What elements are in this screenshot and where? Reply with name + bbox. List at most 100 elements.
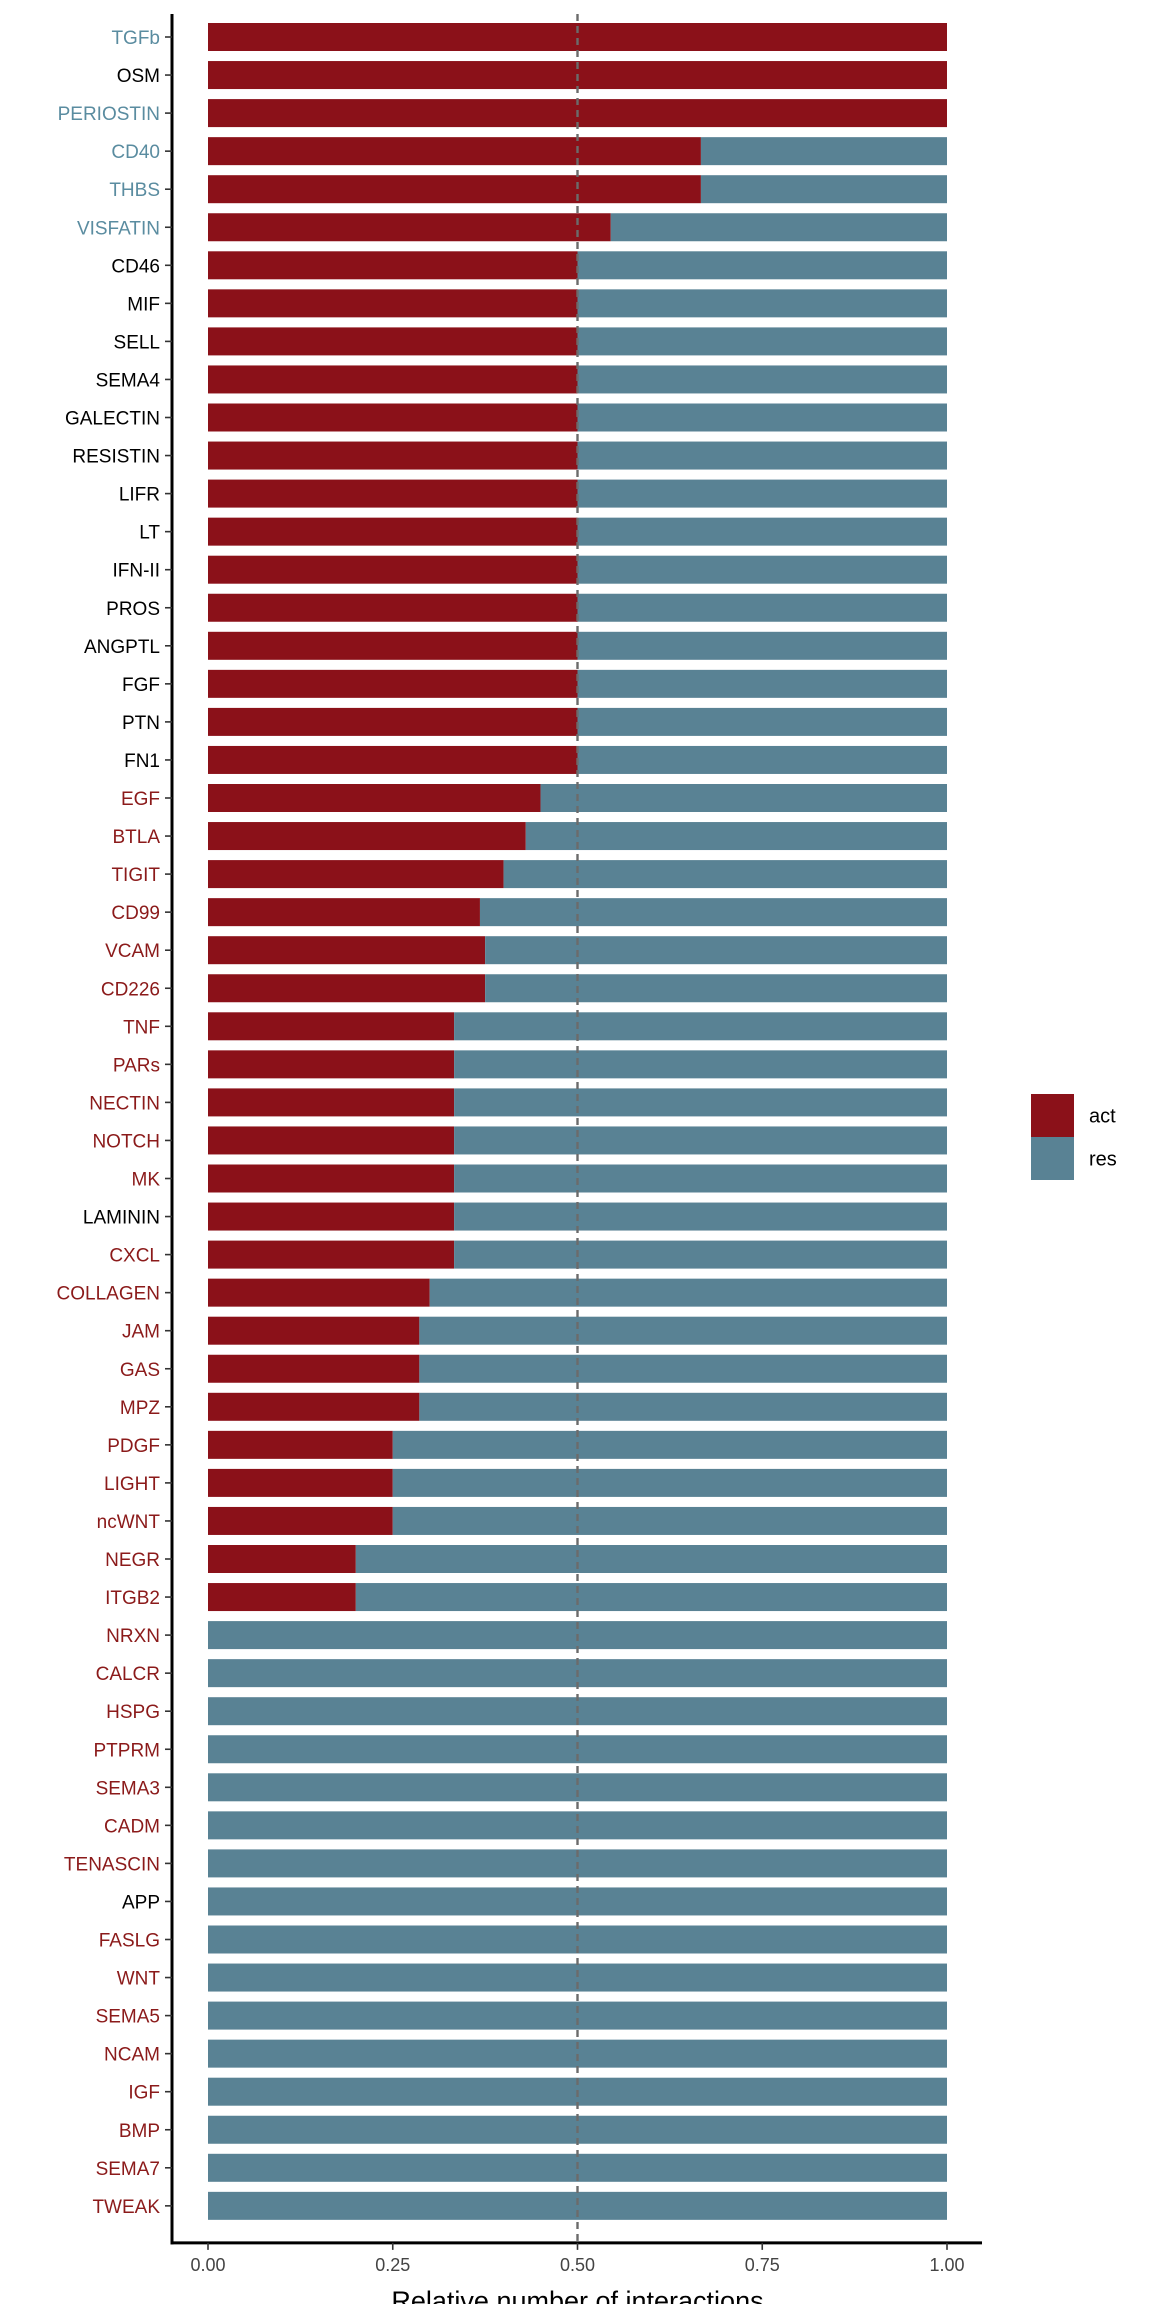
y-label-CD46: CD46 — [111, 256, 160, 277]
y-label-CD99: CD99 — [111, 903, 160, 924]
bar-res-VCAM — [485, 936, 947, 965]
y-label-PERIOSTIN: PERIOSTIN — [58, 104, 160, 125]
bar-act-VISFATIN — [208, 213, 611, 242]
y-label-CD40: CD40 — [111, 142, 160, 163]
legend-key-act — [1031, 1094, 1074, 1137]
y-label-CADM: CADM — [104, 1816, 160, 1837]
x-tick-label-0.50: 0.50 — [560, 2255, 595, 2275]
bar-res-TNF — [454, 1012, 947, 1041]
bar-act-NECTIN — [208, 1088, 455, 1117]
y-label-APP: APP — [122, 1892, 160, 1913]
y-label-FGF: FGF — [122, 675, 160, 696]
bar-act-PROS — [208, 593, 578, 622]
bar-res-VISFATIN — [610, 213, 947, 242]
y-label-SELL: SELL — [114, 332, 160, 353]
y-label-NECTIN: NECTIN — [89, 1093, 160, 1114]
bar-res-FGF — [577, 669, 947, 698]
y-label-NEGR: NEGR — [105, 1550, 160, 1571]
bar-act-VCAM — [208, 936, 486, 965]
bar-act-COLLAGEN — [208, 1278, 430, 1307]
y-label-PTN: PTN — [122, 713, 160, 734]
y-label-JAM: JAM — [122, 1322, 160, 1343]
bar-res-BTLA — [525, 822, 947, 851]
bar-res-CXCL — [454, 1240, 947, 1269]
bar-act-IFN-II — [208, 555, 578, 584]
y-label-VCAM: VCAM — [105, 941, 160, 962]
bar-res-COLLAGEN — [429, 1278, 947, 1307]
y-label-IGF: IGF — [128, 2083, 160, 2104]
y-label-TNF: TNF — [123, 1017, 160, 1038]
y-label-LIFR: LIFR — [119, 485, 160, 506]
x-axis-title: Relative number of interactions — [391, 2286, 763, 2304]
bar-res-ITGB2 — [355, 1583, 947, 1612]
bar-act-GALECTIN — [208, 403, 578, 432]
bar-act-ANGPTL — [208, 631, 578, 660]
bar-res-LT — [577, 517, 947, 546]
bar-res-EGF — [540, 784, 947, 812]
y-label-CXCL: CXCL — [109, 1246, 160, 1267]
y-label-ANGPTL: ANGPTL — [84, 637, 160, 658]
bar-act-SELL — [208, 327, 578, 356]
legend-label-res: res — [1089, 1149, 1117, 1171]
bar-act-SEMA4 — [208, 365, 578, 394]
x-axis-ticks: 0.00 0.25 0.50 0.75 1.00 — [190, 2242, 965, 2275]
y-label-GALECTIN: GALECTIN — [65, 409, 160, 430]
y-label-BMP: BMP — [119, 2121, 160, 2142]
bar-res-THBS — [700, 175, 947, 204]
y-label-OSM: OSM — [117, 66, 160, 87]
bar-res-CD46 — [577, 251, 947, 280]
bar-res-PDGF — [392, 1430, 947, 1459]
bar-act-ITGB2 — [208, 1583, 356, 1612]
y-label-TENASCIN: TENASCIN — [64, 1854, 160, 1875]
bar-act-FGF — [208, 669, 578, 698]
bar-act-EGF — [208, 784, 541, 812]
bar-act-CXCL — [208, 1240, 455, 1269]
bar-res-LIFR — [577, 479, 947, 508]
bar-act-PARs — [208, 1050, 455, 1079]
y-label-FN1: FN1 — [124, 751, 160, 772]
bar-res-CD226 — [485, 974, 947, 1003]
legend: act res — [1031, 1094, 1117, 1180]
x-tick-label-0.00: 0.00 — [190, 2255, 225, 2275]
bar-res-NECTIN — [454, 1088, 947, 1117]
y-label-CD226: CD226 — [101, 979, 160, 1000]
y-label-TIGIT: TIGIT — [111, 865, 160, 886]
y-label-IFN-II: IFN-II — [113, 561, 161, 582]
bar-res-MK — [454, 1164, 947, 1193]
y-label-HSPG: HSPG — [106, 1702, 160, 1723]
bar-res-SEMA4 — [577, 365, 947, 394]
bar-act-TNF — [208, 1012, 455, 1041]
bar-res-PTN — [577, 707, 947, 736]
legend-label-act: act — [1089, 1106, 1116, 1128]
bar-act-LIFR — [208, 479, 578, 508]
bar-act-MIF — [208, 289, 578, 318]
bar-act-TIGIT — [208, 860, 504, 889]
bar-act-RESISTIN — [208, 441, 578, 470]
y-label-WNT: WNT — [117, 1969, 161, 1990]
y-label-LAMININ: LAMININ — [83, 1208, 160, 1229]
bar-act-LT — [208, 517, 578, 546]
bar-act-NOTCH — [208, 1126, 455, 1155]
bar-res-GAS — [419, 1354, 947, 1383]
bar-res-NEGR — [355, 1545, 947, 1573]
bar-act-MK — [208, 1164, 455, 1193]
bar-res-PARs — [454, 1050, 947, 1079]
y-label-THBS: THBS — [109, 180, 160, 201]
bar-res-FN1 — [577, 745, 947, 774]
bar-res-CD40 — [700, 137, 947, 166]
y-label-RESISTIN: RESISTIN — [72, 447, 160, 468]
y-label-ncWNT: ncWNT — [97, 1512, 161, 1533]
x-tick-label-0.25: 0.25 — [375, 2255, 410, 2275]
y-label-MIF: MIF — [127, 294, 160, 315]
x-tick-label-0.75: 0.75 — [745, 2255, 780, 2275]
bar-act-JAM — [208, 1316, 420, 1345]
bar-res-PROS — [577, 593, 947, 622]
y-label-NCAM: NCAM — [104, 2045, 160, 2066]
bar-res-NOTCH — [454, 1126, 947, 1155]
bar-res-ncWNT — [392, 1506, 947, 1535]
bar-act-THBS — [208, 175, 701, 204]
y-label-COLLAGEN: COLLAGEN — [57, 1284, 160, 1305]
y-label-PROS: PROS — [106, 599, 160, 620]
y-label-SEMA5: SEMA5 — [96, 2007, 160, 2028]
